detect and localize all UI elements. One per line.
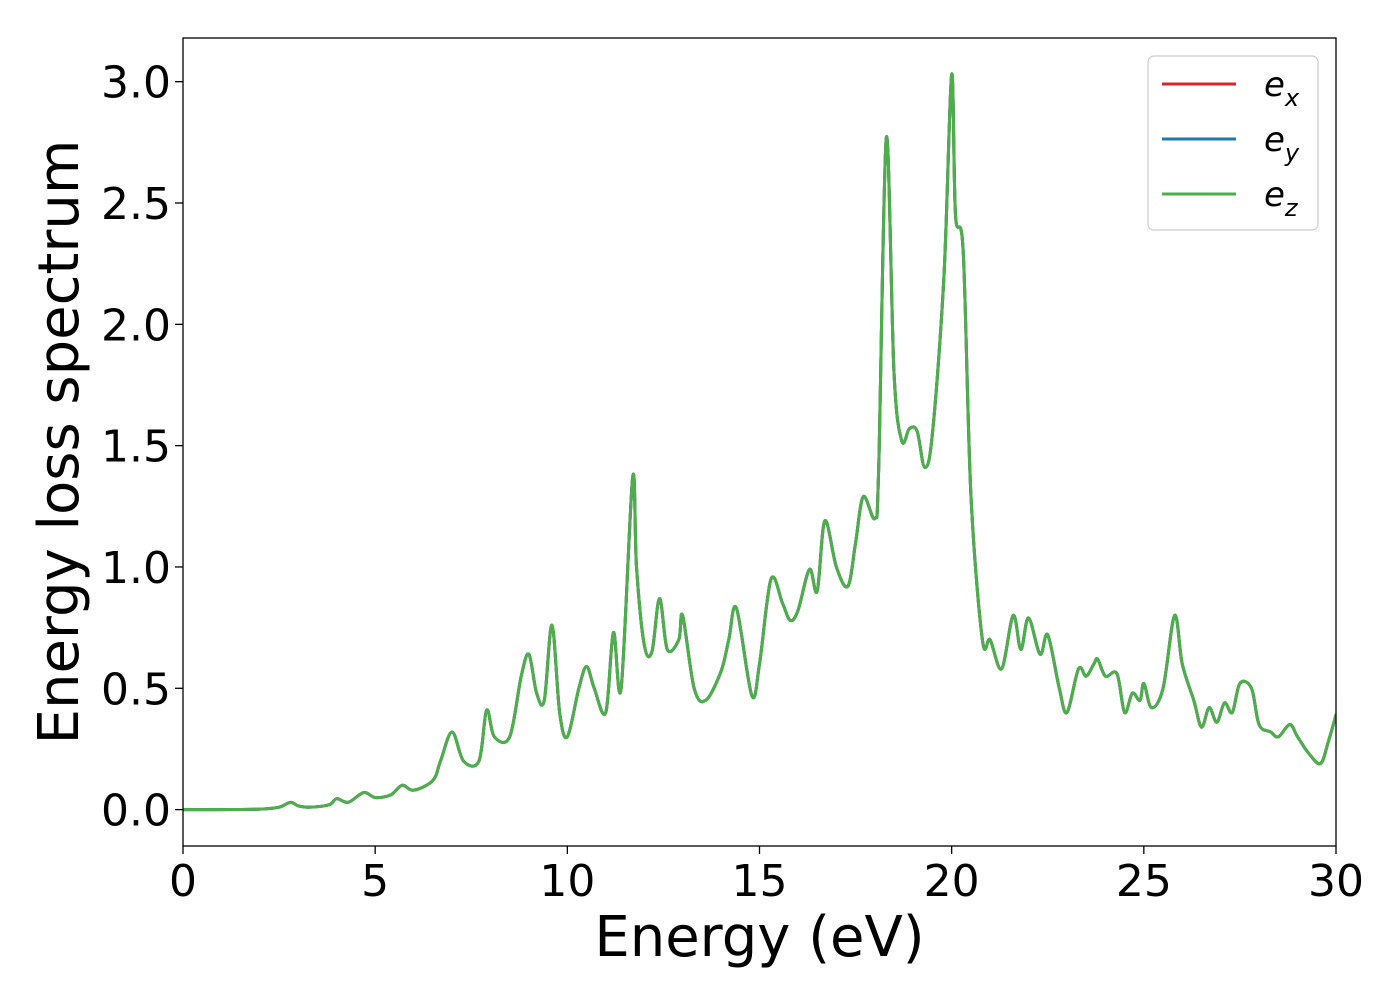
y-tick-label: 2.0	[101, 300, 171, 351]
legend-label-base: e	[1264, 175, 1285, 215]
x-tick-label: 25	[1116, 856, 1172, 907]
x-axis: 0 5 10 15 20 25 30	[169, 846, 1364, 907]
legend-label-subscript: z	[1284, 194, 1299, 222]
plot-area	[183, 38, 1336, 846]
y-tick-label: 1.5	[101, 422, 171, 473]
x-tick-label: 15	[732, 856, 788, 907]
x-tick-label: 30	[1308, 856, 1364, 907]
x-tick-label: 10	[539, 856, 595, 907]
x-tick-label: 20	[924, 856, 980, 907]
legend-label-y: ey	[1264, 120, 1300, 167]
y-tick-label: 1.0	[101, 543, 171, 594]
legend-box	[1147, 55, 1319, 231]
legend-label-subscript: y	[1284, 139, 1300, 167]
series-line-z	[183, 72, 1336, 812]
y-tick-label: 3.0	[101, 58, 171, 109]
y-axis: 0.0 0.5 1.0 1.5 2.0 2.5 3.0	[101, 58, 183, 837]
x-axis-label: Energy (eV)	[594, 905, 924, 970]
legend-label-subscript: x	[1284, 84, 1300, 112]
x-tick-label: 0	[169, 856, 197, 907]
legend-label-x: ex	[1264, 65, 1300, 112]
y-tick-label: 2.5	[101, 179, 171, 230]
y-axis-label: Energy loss spectrum	[27, 140, 92, 745]
legend-label-z: ez	[1264, 175, 1299, 222]
x-tick-label: 5	[361, 856, 389, 907]
y-tick-label: 0.5	[101, 664, 171, 715]
series-layer	[183, 72, 1336, 812]
legend-label-base: e	[1264, 65, 1285, 105]
y-tick-label: 0.0	[101, 786, 171, 837]
legend-label-base: e	[1264, 120, 1285, 160]
